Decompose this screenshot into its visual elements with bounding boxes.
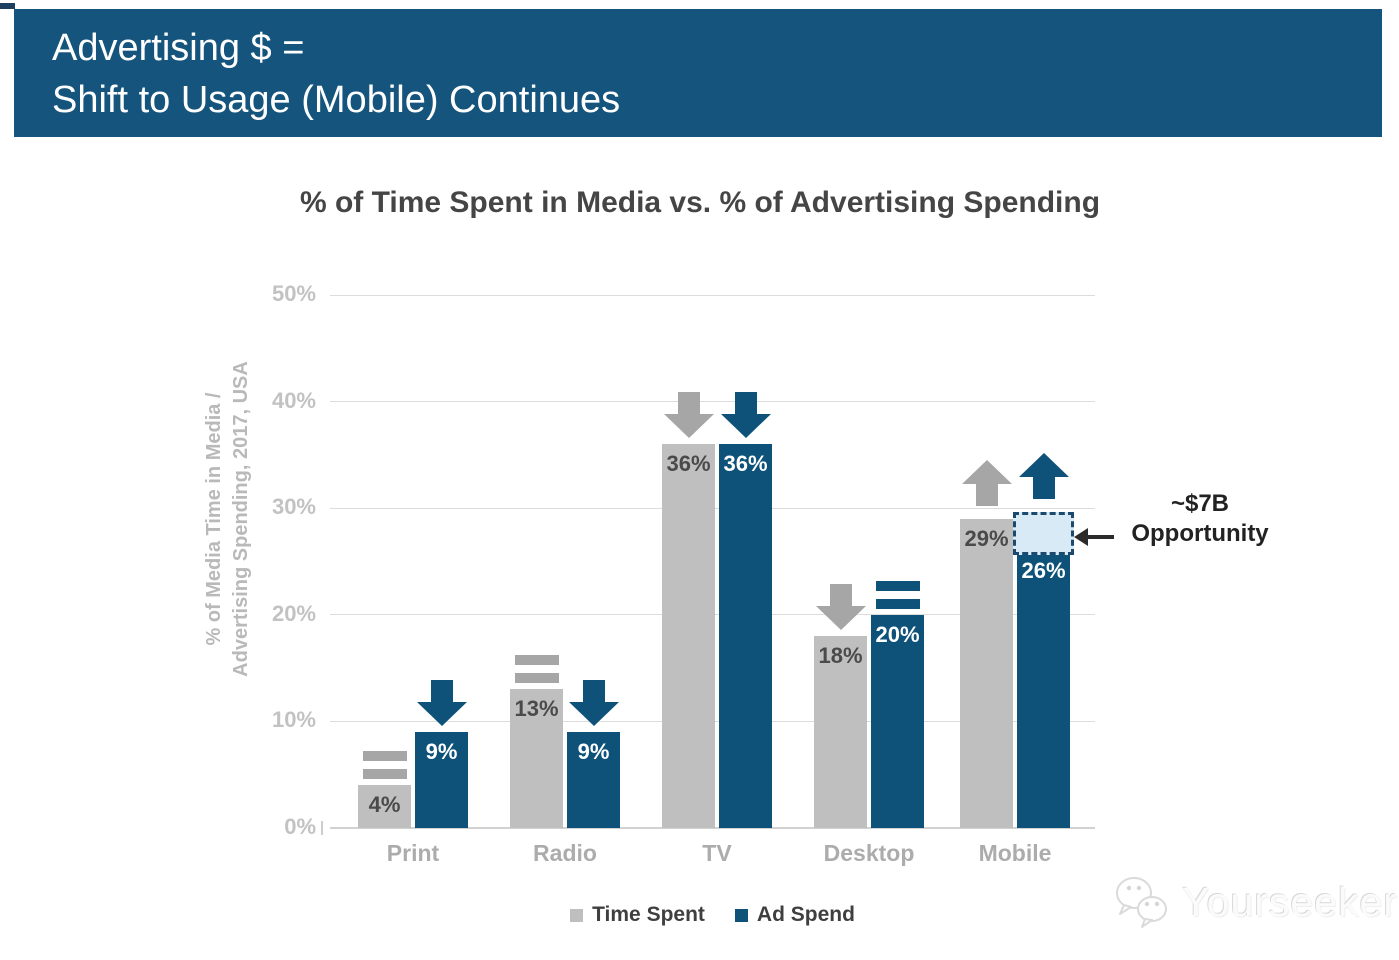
bar-Radio-Time Spent	[510, 689, 563, 828]
legend-item-ad-spend: Ad Spend	[734, 903, 855, 927]
trend-down-icon	[720, 392, 771, 439]
opportunity-line-1: ~$7B	[1170, 490, 1230, 517]
axis-origin-tick	[321, 821, 323, 835]
gridline-0%	[330, 827, 1095, 829]
opportunity-annotation: ~$7B Opportunity	[1115, 489, 1285, 549]
value-label-Radio-Time Spent: 13%	[514, 696, 559, 722]
banner-line-1: Advertising $ =	[52, 27, 305, 69]
top-edge-fragment	[0, 3, 15, 9]
bar-Desktop-Time Spent	[814, 636, 867, 828]
x-category-label: TV	[702, 840, 732, 866]
trend-up-icon	[961, 459, 1012, 506]
trend-down-icon	[568, 680, 619, 727]
chart-title: % of Time Spent in Media vs. % of Advert…	[299, 186, 1101, 219]
title-banner: Advertising $ = Shift to Usage (Mobile) …	[14, 9, 1382, 137]
x-category-label: Desktop	[823, 840, 915, 866]
x-category-label: Mobile	[978, 840, 1052, 866]
legend-item-time-spent: Time Spent	[570, 903, 705, 927]
bar-TV-Ad Spend	[719, 444, 772, 828]
bar-TV-Time Spent	[662, 444, 715, 828]
y-tick-label: 40%	[271, 387, 316, 413]
opportunity-arrow-head-icon	[1074, 528, 1088, 546]
watermark-text: Yourseeker	[1182, 878, 1398, 925]
value-label-Mobile-Time Spent: 29%	[964, 525, 1009, 551]
bar-Desktop-Ad Spend	[871, 614, 924, 828]
legend: Time Spent Ad Spend	[330, 903, 1095, 927]
bar-Mobile-Ad Spend	[1017, 550, 1070, 828]
trend-up-icon	[1018, 453, 1069, 500]
trend-equal-icon	[362, 751, 407, 780]
y-tick-label: 0%	[284, 814, 316, 839]
legend-swatch-icon	[570, 908, 584, 922]
value-label-TV-Ad Spend: 36%	[723, 451, 768, 477]
opportunity-arrow	[1086, 535, 1114, 539]
gridline-40%	[330, 401, 1095, 403]
opportunity-line-2: Opportunity	[1131, 520, 1269, 547]
bar-Radio-Ad Spend	[567, 732, 620, 828]
watermark: Yourseeker	[1112, 872, 1398, 932]
opportunity-gap-box	[1013, 512, 1074, 555]
y-tick-label: 20%	[271, 600, 316, 626]
value-label-Mobile-Ad Spend: 26%	[1021, 557, 1066, 583]
value-label-Print-Time Spent: 4%	[368, 792, 401, 818]
x-category-label: Radio	[533, 840, 597, 866]
legend-label: Ad Spend	[756, 903, 855, 926]
legend-label: Time Spent	[592, 903, 705, 926]
x-category-label: Print	[386, 840, 440, 866]
value-label-Desktop-Time Spent: 18%	[818, 643, 863, 669]
y-tick-label: 30%	[271, 494, 316, 520]
y-axis-title-line-1: % of Media Time in Media /	[203, 392, 225, 646]
trend-down-icon	[663, 392, 714, 439]
trend-down-icon	[815, 584, 866, 631]
trend-equal-icon	[875, 580, 920, 609]
trend-down-icon	[416, 680, 467, 727]
gridline-50%	[330, 294, 1095, 296]
value-label-Radio-Ad Spend: 9%	[577, 739, 610, 765]
banner-line-2: Shift to Usage (Mobile) Continues	[52, 79, 621, 121]
trend-equal-icon	[514, 655, 559, 684]
bar-Print-Time Spent	[358, 785, 411, 828]
y-tick-label: 10%	[271, 707, 316, 733]
value-label-Print-Ad Spend: 9%	[425, 739, 458, 765]
value-label-TV-Time Spent: 36%	[666, 451, 711, 477]
y-tick-label: 50%	[271, 281, 316, 306]
bar-Print-Ad Spend	[415, 732, 468, 828]
legend-swatch-icon	[734, 908, 748, 922]
value-label-Desktop-Ad Spend: 20%	[875, 621, 920, 647]
wechat-bubbles-icon	[1116, 877, 1167, 928]
bar-Mobile-Time Spent	[960, 518, 1013, 828]
